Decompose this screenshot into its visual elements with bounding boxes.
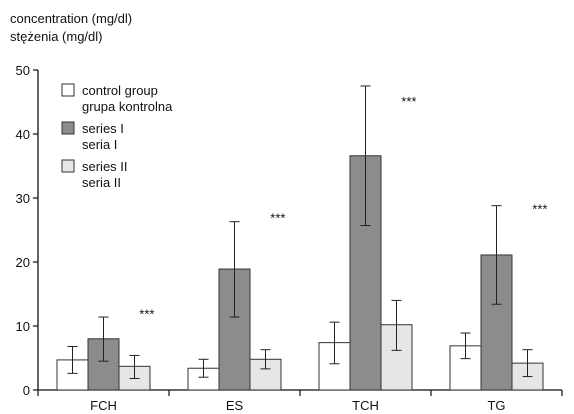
legend-label-alt: seria II xyxy=(82,175,121,190)
category-label-es: ES xyxy=(226,398,244,413)
significance-marker: *** xyxy=(270,211,285,226)
significance-marker: *** xyxy=(401,94,416,109)
legend-label: series II xyxy=(82,159,128,174)
category-label-fch: FCH xyxy=(90,398,117,413)
y-tick-label: 20 xyxy=(16,255,30,270)
legend-swatch-series-1 xyxy=(61,83,75,97)
y-tick-label: 50 xyxy=(16,63,30,78)
legend-label: control group xyxy=(82,83,158,98)
legend-label: series I xyxy=(82,121,124,136)
legend-swatch-series-2 xyxy=(61,121,75,135)
y-tick-label: 30 xyxy=(16,191,30,206)
plot-area: 0 10 20 30 40 50 FCH ES TCH TG *** *** *** *** xyxy=(16,63,563,413)
y-tick-label: 40 xyxy=(16,127,30,142)
y-tick-label: 10 xyxy=(16,319,30,334)
legend-label-alt: seria I xyxy=(82,137,117,152)
category-label-tg: TG xyxy=(487,398,505,413)
significance-marker: *** xyxy=(139,307,154,322)
significance-marker: *** xyxy=(532,202,547,217)
y-tick-label: 0 xyxy=(23,383,30,398)
y-axis-title-line2: stężenia (mg/dl) xyxy=(10,29,102,44)
legend-label-alt: grupa kontrolna xyxy=(82,99,173,114)
category-label-tch: TCH xyxy=(352,398,379,413)
y-axis-title-line1: concentration (mg/dl) xyxy=(10,11,132,26)
legend-swatch-series-3 xyxy=(61,159,75,173)
